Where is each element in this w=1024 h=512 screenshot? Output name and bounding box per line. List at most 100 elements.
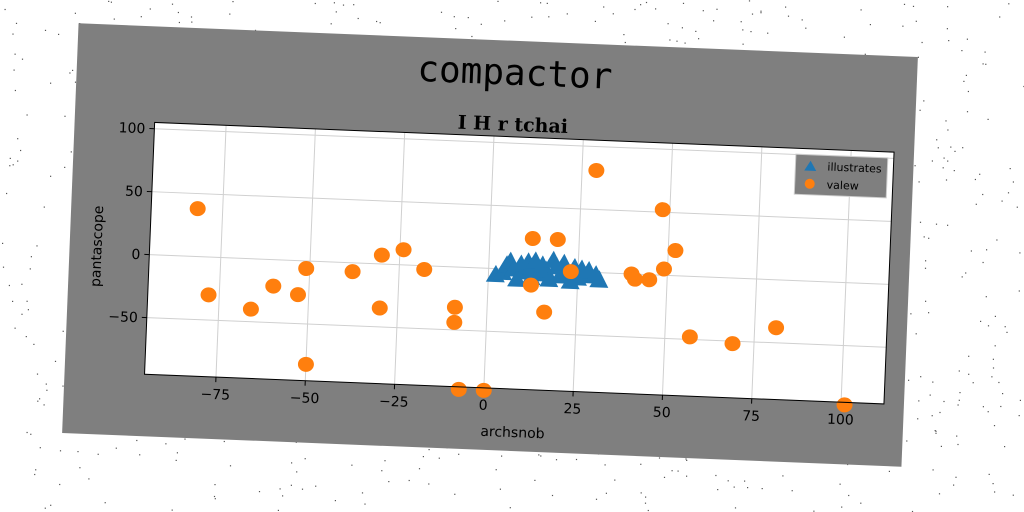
noise-dot [17, 160, 19, 162]
x-tick-label: −25 [379, 394, 409, 411]
point-valew [549, 232, 566, 248]
noise-dot [501, 455, 503, 457]
noise-dot [30, 433, 32, 435]
noise-dot [655, 8, 657, 10]
noise-dot [910, 313, 912, 315]
noise-dot [903, 3, 906, 5]
point-valew [522, 277, 539, 293]
noise-dot [279, 488, 281, 490]
noise-dot [176, 452, 178, 454]
legend: illustrates valew [793, 153, 889, 199]
noise-dot [12, 300, 14, 302]
noise-dot [782, 475, 784, 477]
noise-dot [44, 29, 47, 31]
noise-dot [695, 30, 697, 32]
noise-dot [214, 498, 216, 500]
noise-dot [996, 239, 998, 241]
noise-dot [742, 29, 744, 31]
noise-dot [917, 56, 919, 58]
noise-dot [914, 165, 916, 167]
noise-dot [923, 100, 925, 102]
noise-dot [667, 23, 669, 25]
noise-dot [640, 463, 642, 465]
noise-dot [742, 43, 744, 45]
noise-dot [932, 381, 934, 383]
noise-dot [88, 478, 90, 480]
noise-dot [943, 157, 945, 159]
noise-dot [296, 471, 298, 473]
noise-dot [761, 488, 763, 490]
noise-dot [908, 379, 910, 381]
x-axis-label: archsnob [480, 424, 545, 443]
noise-dot [961, 50, 963, 52]
noise-dot [968, 355, 970, 357]
noise-dot [1001, 200, 1003, 202]
noise-dot [69, 72, 71, 74]
noise-dot [108, 0, 110, 3]
point-valew [654, 202, 671, 218]
point-valew [588, 162, 605, 178]
chart-figure: compactor I H r tchai −50 0 50 100 −75 −50 −2… [62, 23, 918, 467]
point-valew [189, 201, 206, 217]
noise-dot [947, 224, 949, 226]
noise-dot [546, 2, 548, 4]
point-valew [446, 314, 463, 330]
noise-dot [15, 22, 18, 24]
noise-dot [46, 389, 48, 391]
noise-dot [79, 467, 81, 469]
noise-dot [760, 10, 762, 12]
noise-dot [495, 469, 497, 471]
noise-dot [980, 320, 982, 322]
noise-dot [333, 2, 335, 4]
noise-dot [330, 23, 332, 25]
noise-dot [963, 80, 965, 82]
noise-dot [471, 35, 473, 38]
noise-dot [647, 509, 649, 512]
noise-dot [39, 447, 41, 449]
noise-dot [301, 488, 304, 490]
noise-dot [213, 495, 216, 498]
noise-dot [994, 491, 996, 493]
noise-dot [548, 16, 550, 18]
x-grid-line [394, 132, 406, 385]
noise-dot [379, 22, 381, 24]
noise-dot [928, 312, 930, 314]
noise-dot [14, 89, 16, 92]
noise-dot [499, 488, 501, 490]
noise-dot [715, 474, 717, 477]
noise-dot [787, 15, 790, 17]
point-valew [344, 264, 361, 280]
noise-dot [34, 473, 36, 476]
noise-dot [35, 469, 37, 471]
point-valew [768, 320, 785, 336]
noise-dot [748, 0, 751, 2]
noise-dot [1016, 206, 1018, 208]
y-grid-line [154, 128, 894, 159]
noise-dot [734, 507, 737, 509]
noise-dot [918, 181, 920, 183]
noise-dot [972, 382, 974, 384]
noise-dot [110, 1, 112, 3]
noise-dot [991, 376, 993, 378]
noise-dot [418, 468, 421, 470]
noise-dot [290, 484, 292, 486]
noise-dot [813, 510, 815, 512]
noise-dot [987, 411, 989, 413]
noise-dot [113, 18, 115, 20]
noise-dot [939, 411, 941, 414]
noise-dot [12, 164, 14, 166]
noise-dot [72, 69, 74, 71]
noise-dot [534, 479, 536, 481]
x-tick-label: 50 [653, 405, 671, 422]
noise-dot [958, 370, 960, 372]
legend-box [793, 153, 889, 199]
noise-dot [970, 250, 972, 252]
noise-dot [1008, 3, 1010, 5]
y-ticks: −50 0 50 100 [108, 120, 155, 326]
noise-dot [453, 16, 455, 18]
noise-dot [25, 336, 27, 338]
noise-dot [1000, 405, 1002, 408]
noise-dot [37, 400, 39, 402]
noise-dot [947, 6, 949, 8]
point-valew [562, 264, 579, 280]
